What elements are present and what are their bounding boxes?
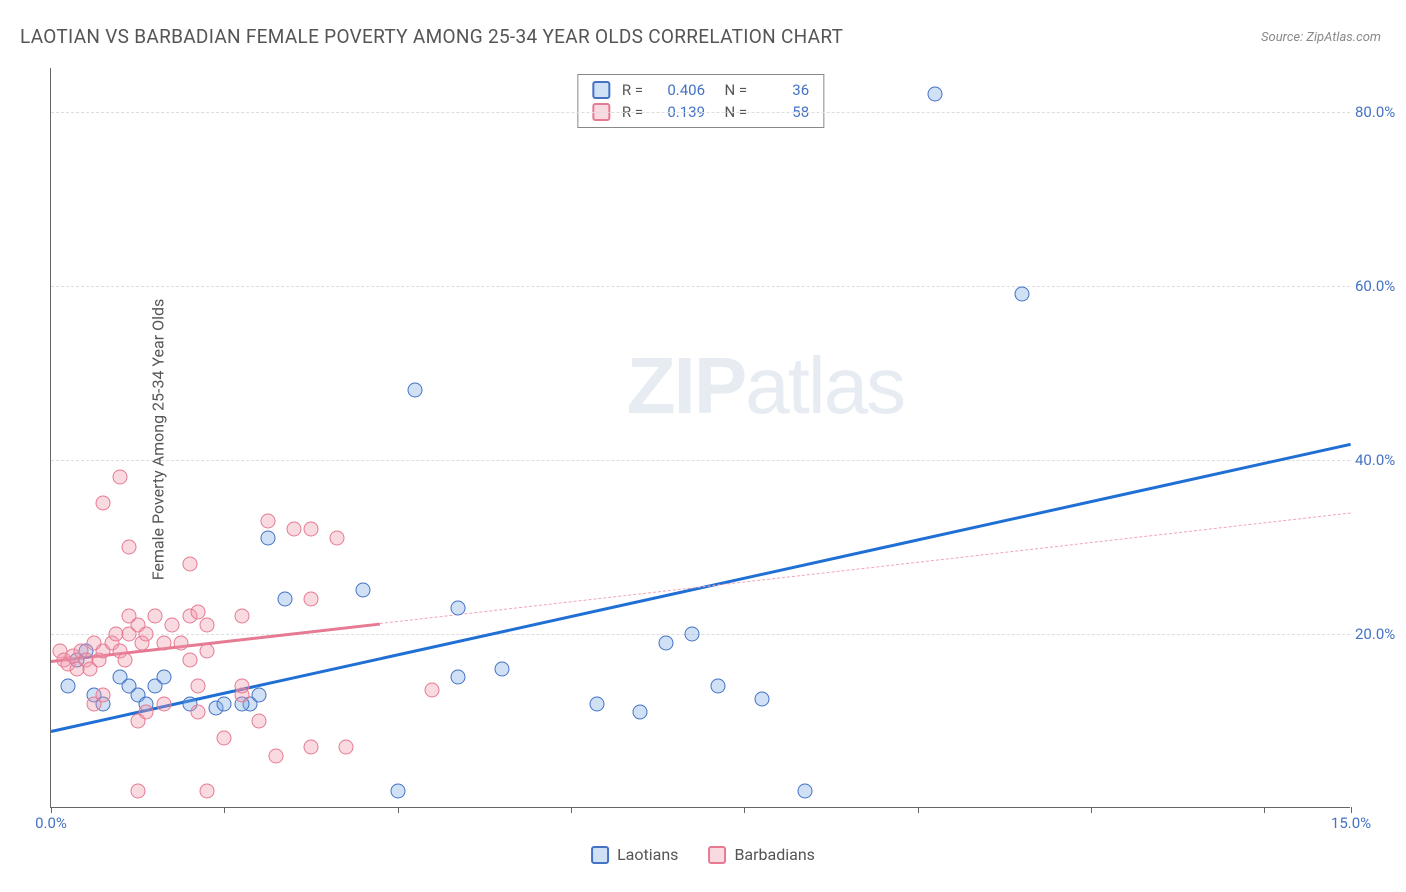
gridline bbox=[51, 286, 1350, 287]
y-tick-label: 80.0% bbox=[1355, 103, 1405, 121]
data-point bbox=[182, 653, 197, 668]
gridline bbox=[51, 112, 1350, 113]
data-point bbox=[139, 626, 154, 641]
data-point bbox=[200, 783, 215, 798]
data-point bbox=[928, 87, 943, 102]
swatch-blue-icon bbox=[591, 846, 609, 864]
data-point bbox=[217, 731, 232, 746]
legend-item-laotians: Laotians bbox=[591, 845, 678, 864]
data-point bbox=[200, 618, 215, 633]
data-point bbox=[754, 692, 769, 707]
data-point bbox=[252, 687, 267, 702]
gridline bbox=[51, 460, 1350, 461]
x-tick bbox=[398, 807, 399, 813]
data-point bbox=[451, 600, 466, 615]
data-point bbox=[260, 531, 275, 546]
y-tick-label: 60.0% bbox=[1355, 277, 1405, 295]
data-point bbox=[451, 670, 466, 685]
data-point bbox=[252, 713, 267, 728]
stats-legend: R = 0.406 N = 36 R = 0.139 N = 58 bbox=[577, 74, 824, 128]
x-tick bbox=[744, 807, 745, 813]
data-point bbox=[330, 531, 345, 546]
data-point bbox=[425, 683, 440, 698]
data-point bbox=[165, 618, 180, 633]
data-point bbox=[659, 635, 674, 650]
data-point bbox=[1014, 287, 1029, 302]
data-point bbox=[798, 783, 813, 798]
data-point bbox=[182, 557, 197, 572]
data-point bbox=[269, 748, 284, 763]
data-point bbox=[156, 635, 171, 650]
legend-item-barbadians: Barbadians bbox=[708, 845, 815, 864]
data-point bbox=[122, 539, 137, 554]
data-point bbox=[191, 679, 206, 694]
data-point bbox=[286, 522, 301, 537]
trend-line-barbadians-extrapolated bbox=[380, 512, 1351, 623]
gridline bbox=[51, 634, 1350, 635]
data-point bbox=[96, 687, 111, 702]
data-point bbox=[117, 653, 132, 668]
data-point bbox=[234, 609, 249, 624]
source-label: Source: ZipAtlas.com bbox=[1261, 30, 1381, 45]
plot-area: ZIPatlas R = 0.406 N = 36 R = 0.139 N = … bbox=[50, 68, 1350, 808]
data-point bbox=[356, 583, 371, 598]
bottom-legend: Laotians Barbadians bbox=[591, 845, 815, 864]
x-tick bbox=[51, 807, 52, 813]
data-point bbox=[278, 592, 293, 607]
swatch-pink-icon bbox=[708, 846, 726, 864]
data-point bbox=[304, 522, 319, 537]
data-point bbox=[156, 696, 171, 711]
x-tick-label: 15.0% bbox=[1331, 814, 1371, 832]
data-point bbox=[130, 713, 145, 728]
data-point bbox=[148, 609, 163, 624]
data-point bbox=[130, 783, 145, 798]
x-tick bbox=[918, 807, 919, 813]
data-point bbox=[191, 705, 206, 720]
data-point bbox=[494, 661, 509, 676]
data-point bbox=[633, 705, 648, 720]
x-tick bbox=[571, 807, 572, 813]
data-point bbox=[217, 696, 232, 711]
x-tick bbox=[224, 807, 225, 813]
stats-row-laotians: R = 0.406 N = 36 bbox=[592, 79, 809, 101]
swatch-blue-icon bbox=[592, 81, 610, 99]
data-point bbox=[338, 740, 353, 755]
data-point bbox=[408, 383, 423, 398]
data-point bbox=[685, 626, 700, 641]
chart-title: LAOTIAN VS BARBADIAN FEMALE POVERTY AMON… bbox=[20, 25, 843, 48]
watermark: ZIPatlas bbox=[627, 340, 904, 432]
x-tick bbox=[1264, 807, 1265, 813]
data-point bbox=[200, 644, 215, 659]
data-point bbox=[61, 679, 76, 694]
data-point bbox=[156, 670, 171, 685]
data-point bbox=[96, 496, 111, 511]
data-point bbox=[304, 740, 319, 755]
data-point bbox=[590, 696, 605, 711]
chart-container: LAOTIAN VS BARBADIAN FEMALE POVERTY AMON… bbox=[0, 0, 1406, 892]
data-point bbox=[260, 513, 275, 528]
x-tick bbox=[1091, 807, 1092, 813]
data-point bbox=[711, 679, 726, 694]
data-point bbox=[234, 679, 249, 694]
data-point bbox=[304, 592, 319, 607]
data-point bbox=[113, 470, 128, 485]
data-point bbox=[174, 635, 189, 650]
y-tick-label: 20.0% bbox=[1355, 625, 1405, 643]
y-tick-label: 40.0% bbox=[1355, 451, 1405, 469]
data-point bbox=[390, 783, 405, 798]
x-tick bbox=[1351, 807, 1352, 813]
x-tick-label: 0.0% bbox=[35, 814, 67, 832]
